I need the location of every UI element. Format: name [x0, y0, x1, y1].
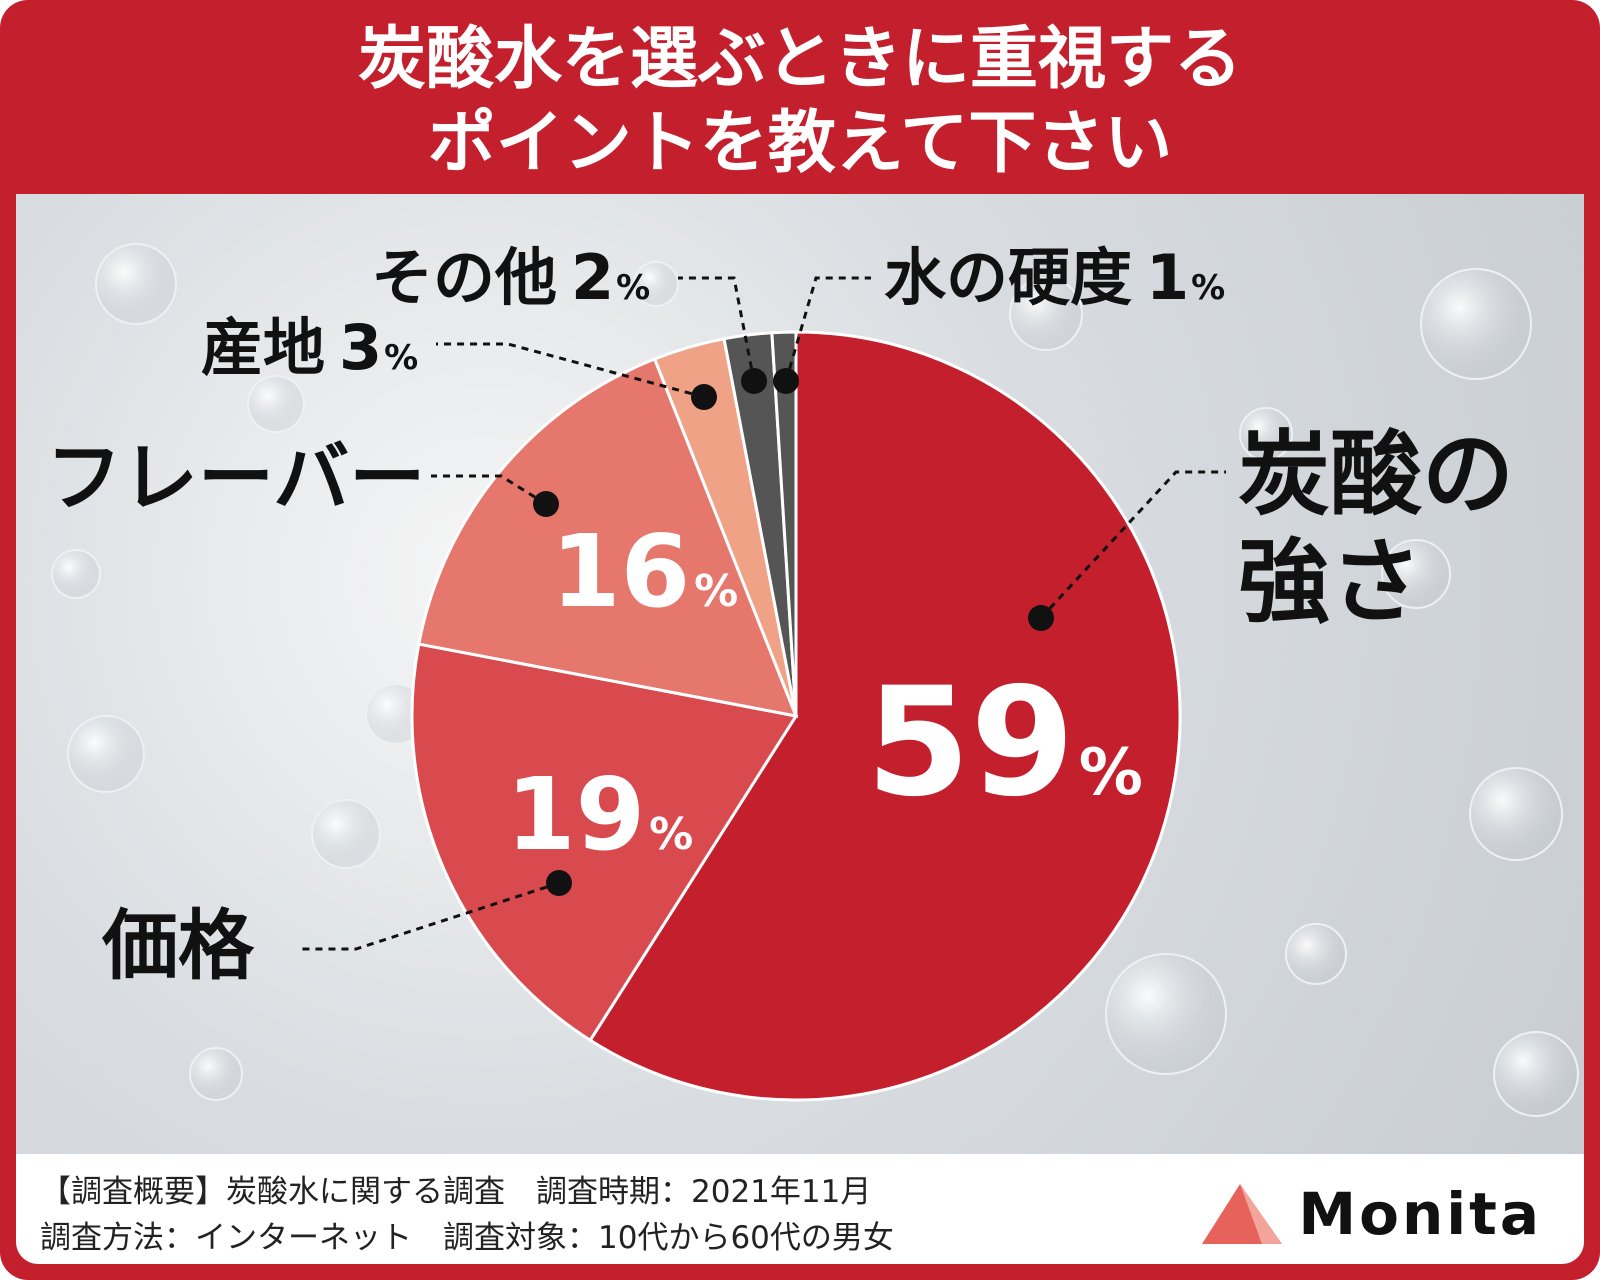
leader-dot-other — [741, 368, 767, 394]
label-price: 価格 — [101, 901, 255, 990]
pie-slices — [410, 330, 1182, 1102]
bubble-12 — [1493, 1031, 1579, 1117]
bubble-13 — [51, 549, 101, 599]
leader-dot-hardness — [773, 368, 799, 394]
label-strength-line2: 強さ — [1238, 529, 1422, 636]
bubble-4 — [1469, 767, 1563, 861]
survey-method-line: 調査方法：インターネット 調査対象：10代から60代の男女 — [40, 1220, 894, 1256]
leader-dot-origin — [691, 384, 717, 410]
label-origin: 産地 3% — [201, 311, 418, 384]
leader-line-flavor — [431, 474, 547, 506]
bubble-8 — [189, 1047, 243, 1101]
bubble-1 — [247, 375, 305, 433]
brand-name: Monita — [1298, 1180, 1542, 1248]
brand-logo: Monita — [1202, 1180, 1542, 1248]
monita-triangle-icon — [1202, 1184, 1283, 1244]
data-label-19: 19% — [506, 756, 693, 873]
label-strength-line1: 炭酸の — [1238, 421, 1514, 528]
bubble-7 — [67, 715, 145, 793]
leader-line-strength — [1039, 470, 1226, 620]
survey-summary-line: 【調査概要】炭酸水に関する調査 調査時期：2021年11月 — [40, 1174, 872, 1210]
label-hardness: 水の硬度 1% — [884, 241, 1225, 314]
pie-chart: 59% 19% 16% 炭酸の 強さ 価格 フレーバー 産地 3% その他 2% 水… — [46, 241, 1579, 1117]
pie-slice-0 — [588, 330, 1182, 1102]
data-label-16: 16% — [551, 513, 738, 630]
chart-panel: 59% 19% 16% 炭酸の 強さ 価格 フレーバー 産地 3% その他 2% 水… — [16, 194, 1584, 1154]
bubble-0 — [95, 243, 177, 325]
label-flavor: フレーバー — [46, 433, 425, 522]
title-line-1: 炭酸水を選ぶときに重視する — [357, 20, 1242, 99]
leader-line-hardness — [784, 276, 871, 382]
bubble-3 — [1381, 539, 1451, 609]
leader-line-origin — [436, 342, 705, 399]
footer: 【調査概要】炭酸水に関する調査 調査時期：2021年11月 調査方法：インターネ… — [16, 1154, 1584, 1264]
leader-dot-strength — [1028, 605, 1054, 631]
data-label-59: 59% — [866, 656, 1143, 830]
label-other: その他 2% — [371, 241, 650, 314]
pie-slice-5 — [770, 330, 798, 717]
pie-slice-2 — [417, 357, 799, 718]
pie-slice-1 — [410, 642, 799, 1043]
bubble-14 — [1239, 407, 1293, 461]
bubble-5 — [1285, 923, 1347, 985]
bubble-background — [51, 243, 1579, 1117]
bubble-9 — [633, 261, 679, 307]
leader-lines — [301, 276, 1226, 951]
bubble-15 — [311, 799, 381, 869]
leader-line-other — [678, 276, 756, 382]
bubble-6 — [1105, 953, 1227, 1075]
bubble-2 — [1420, 268, 1532, 380]
leader-line-price — [301, 881, 560, 951]
title-line-2: ポイントを教えて下さい — [427, 104, 1173, 183]
bubble-10 — [1009, 277, 1083, 351]
leader-dot-flavor — [533, 491, 559, 517]
chart-title: 炭酸水を選ぶときに重視する ポイントを教えて下さい — [0, 18, 1600, 186]
leader-dot-price — [546, 870, 572, 896]
